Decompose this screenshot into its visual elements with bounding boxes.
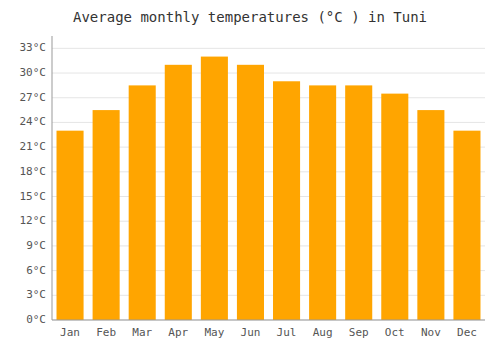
y-axis-line	[52, 36, 53, 320]
title: Average monthly temperatures (°C ) in Tu…	[73, 9, 427, 25]
y-tick-label: 0°C	[26, 313, 46, 326]
y-tick-label: 12°C	[20, 214, 47, 227]
x-tick-label: Nov	[421, 326, 441, 339]
y-tick-label: 9°C	[26, 239, 46, 252]
bar	[309, 85, 336, 320]
x-tick-label: Dec	[457, 326, 477, 339]
bar	[381, 94, 408, 320]
chart: Average monthly temperatures (°C ) in Tu…	[0, 0, 500, 350]
bar	[165, 65, 192, 320]
grid-line	[52, 320, 485, 321]
bar	[417, 110, 444, 320]
y-tick-label: 6°C	[26, 264, 46, 277]
y-tick-label: 15°C	[20, 190, 47, 203]
grid-line	[52, 48, 485, 49]
y-tick-label: 21°C	[20, 140, 47, 153]
bar	[237, 65, 264, 320]
y-tick-label: 33°C	[20, 41, 47, 54]
grid	[52, 48, 485, 320]
x-tick-label: Jun	[241, 326, 261, 339]
bar	[93, 110, 120, 320]
bars	[57, 57, 481, 320]
x-tick-label: May	[204, 326, 224, 339]
x-tick-label: Jan	[60, 326, 80, 339]
bar	[345, 85, 372, 320]
y-tick-label: 30°C	[20, 66, 47, 79]
bar	[129, 85, 156, 320]
grid-line	[52, 73, 485, 74]
y-tick-label: 24°C	[20, 115, 47, 128]
bar	[201, 57, 228, 320]
x-tick-label: Sep	[349, 326, 369, 339]
y-tick-label: 27°C	[20, 91, 47, 104]
y-tick-label: 18°C	[20, 165, 47, 178]
y-tick-label: 3°C	[26, 288, 46, 301]
x-tick-label: Feb	[96, 326, 116, 339]
bar	[273, 81, 300, 320]
grid-line	[52, 97, 485, 98]
bar	[57, 131, 84, 320]
x-tick-label: Aug	[313, 326, 333, 339]
x-tick-label: Jul	[277, 326, 297, 339]
x-tick-label: Oct	[385, 326, 405, 339]
x-axis-line	[52, 320, 485, 321]
bar	[453, 131, 480, 320]
x-tick-label: Apr	[168, 326, 188, 339]
x-tick-label: Mar	[132, 326, 152, 339]
